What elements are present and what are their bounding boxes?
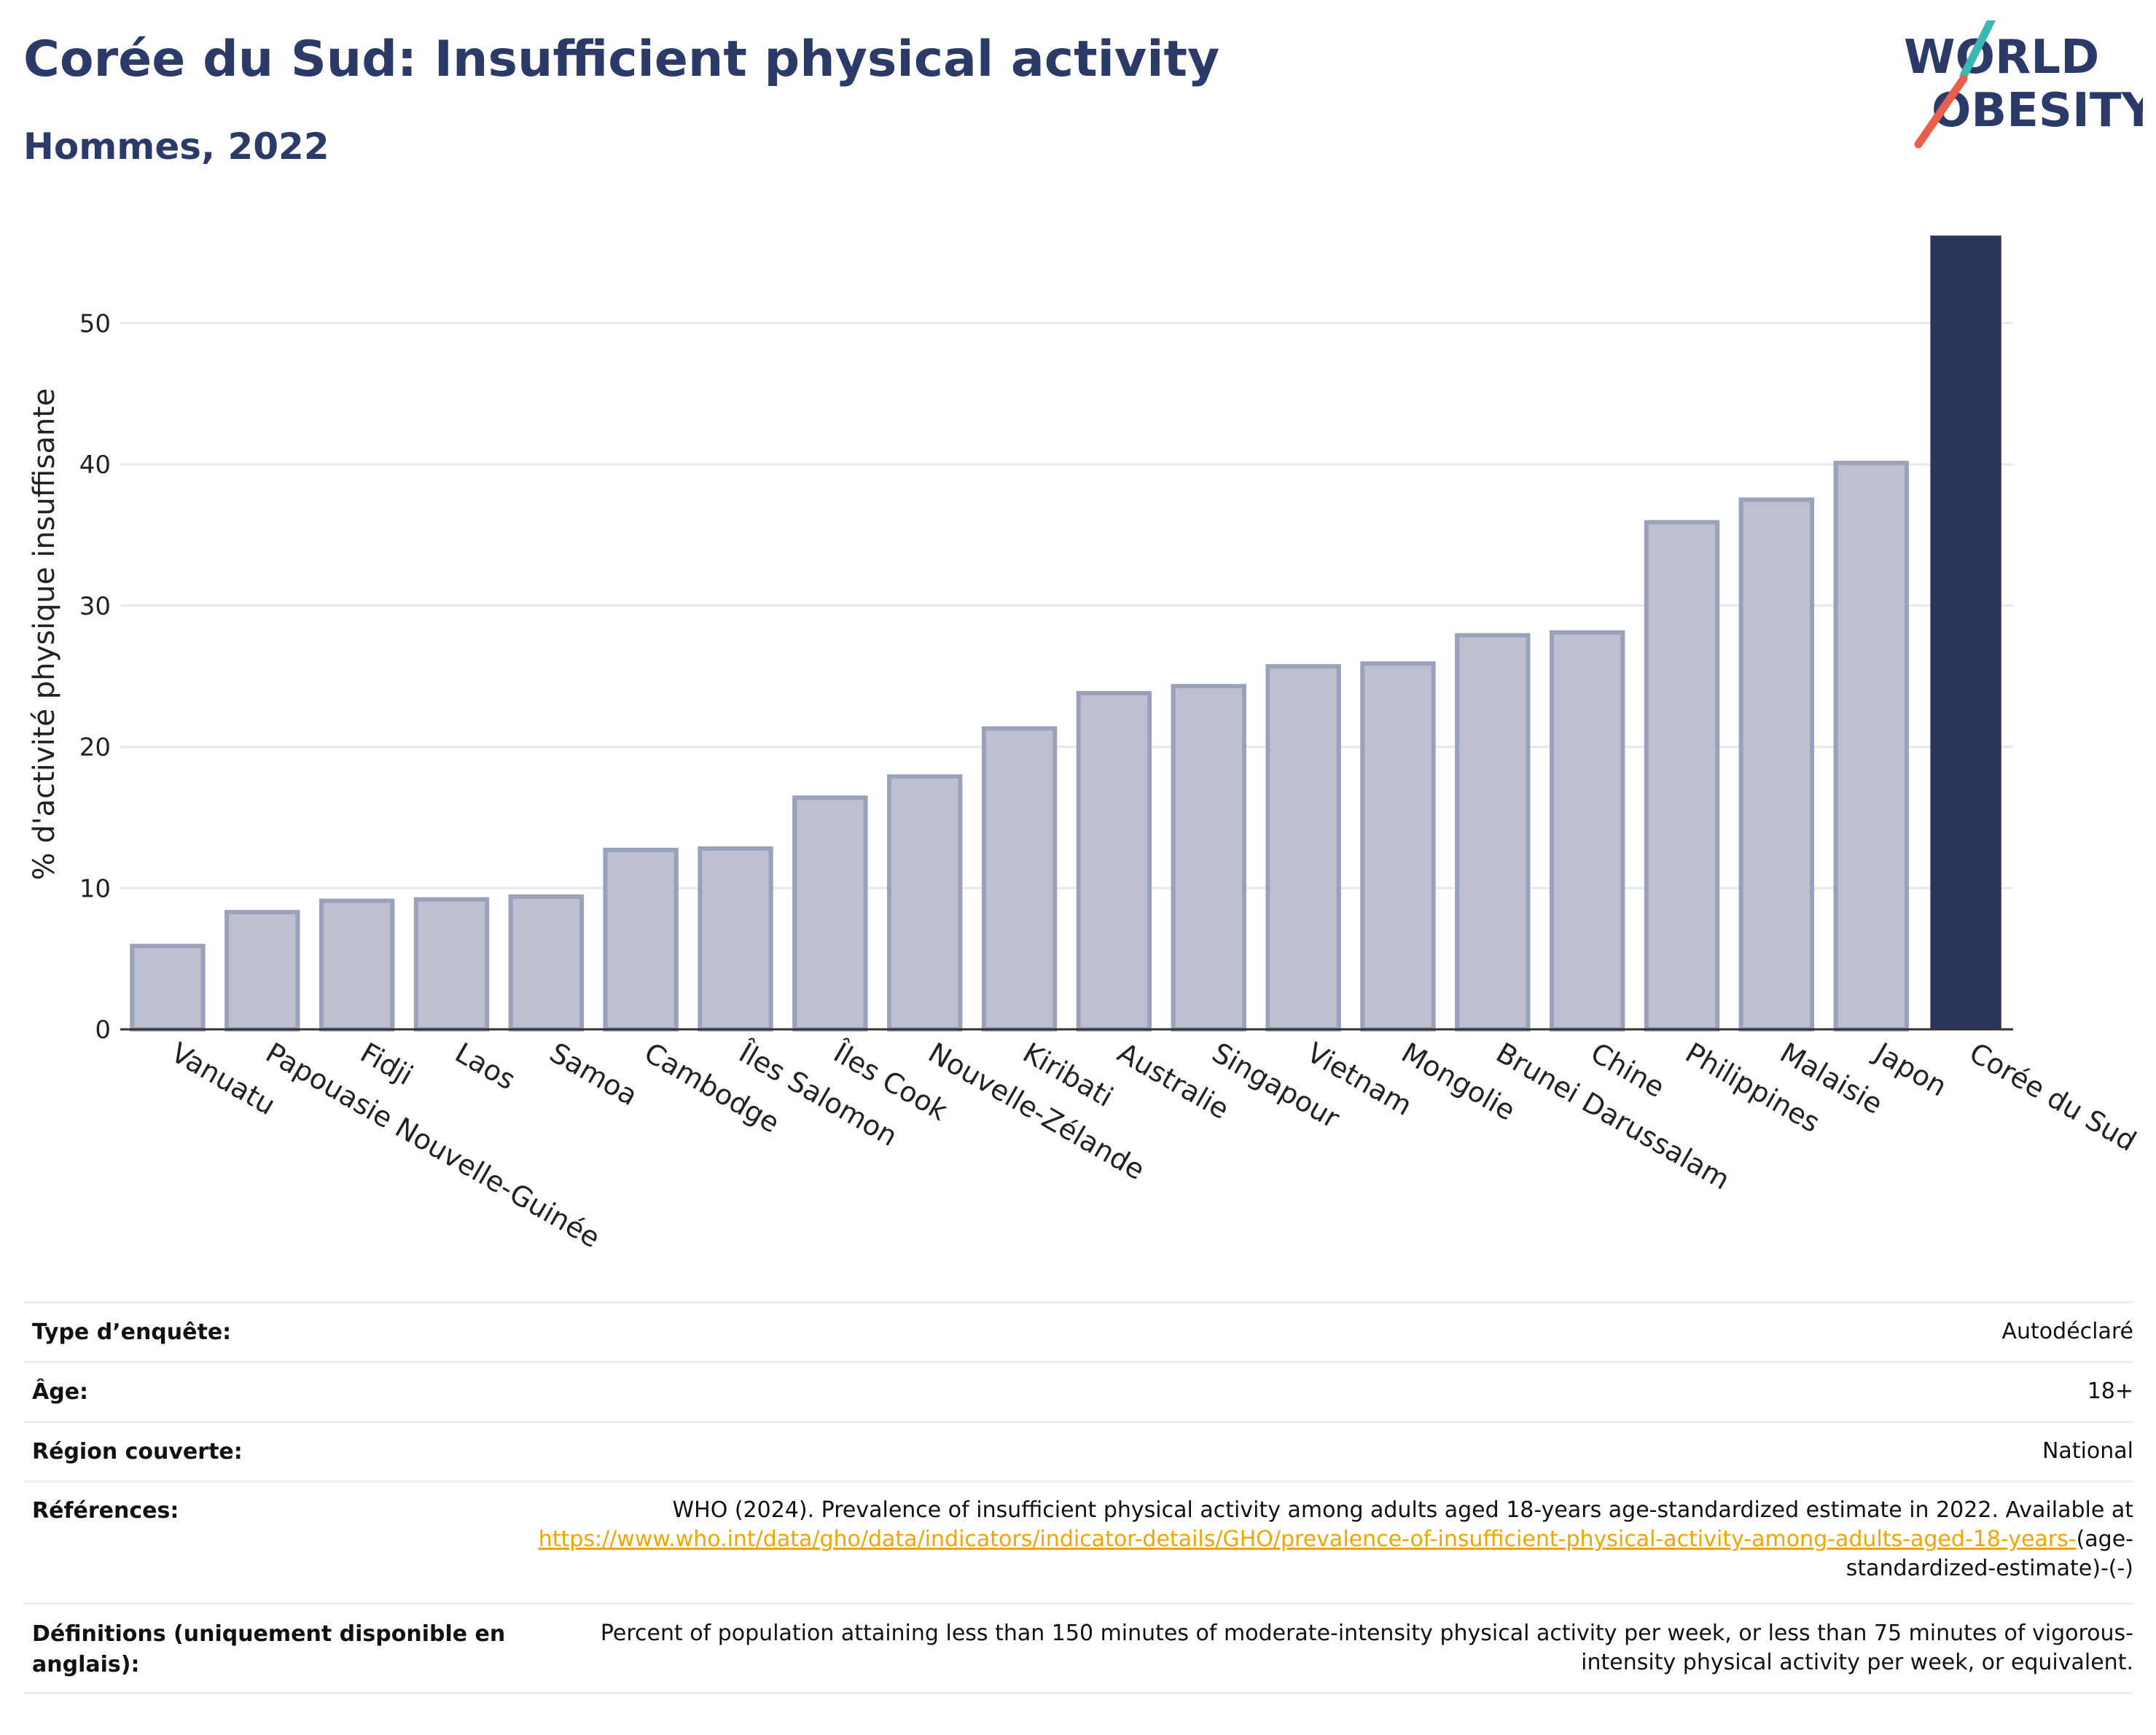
y-axis-label: % d'activité physique insuffisante	[28, 389, 61, 881]
references-link[interactable]: https://www.who.int/data/gho/data/indica…	[538, 1527, 2077, 1552]
logo-word-2: OBESITY	[1932, 84, 2143, 138]
bar	[1930, 235, 2001, 1029]
metadata-table: Type d’enquête: Autodéclaré Âge: 18+ Rég…	[23, 1301, 2133, 1694]
x-tick-label: Fidji	[355, 1037, 418, 1092]
meta-value-references: WHO (2024). Prevalence of insufficient p…	[528, 1496, 2133, 1583]
y-tick-label: 20	[79, 733, 111, 763]
y-tick-label: 50	[79, 309, 111, 338]
meta-label-region: Région couverte:	[32, 1439, 243, 1465]
meta-value-definitions: Percent of population attaining less tha…	[600, 1621, 2133, 1675]
bar	[981, 726, 1058, 1032]
meta-label-age: Âge:	[32, 1379, 89, 1405]
bar	[1265, 664, 1341, 1032]
x-tick-label: Samoa	[544, 1037, 643, 1112]
bar	[508, 894, 585, 1032]
bar	[1171, 684, 1246, 1032]
x-tick-label: Corée du Sud	[1964, 1037, 2142, 1158]
meta-label-definitions: Définitions (uniquement disponible en an…	[32, 1621, 506, 1677]
y-tick-label: 30	[79, 592, 111, 621]
meta-label-references: Références:	[32, 1498, 179, 1524]
bar	[1549, 630, 1625, 1032]
x-tick-label: Vanuatu	[165, 1037, 281, 1121]
references-text: WHO (2024). Prevalence of insufficient p…	[672, 1497, 2133, 1523]
bar	[319, 898, 395, 1032]
meta-value-age: 18+	[2087, 1379, 2133, 1404]
meta-row-references: Références: WHO (2024). Prevalence of in…	[23, 1481, 2133, 1602]
logo-slash-teal	[1959, 20, 1996, 80]
bar	[1455, 633, 1531, 1032]
bar	[224, 910, 300, 1032]
logo-slash-red	[1914, 74, 1968, 149]
bar	[887, 774, 963, 1032]
meta-row-region: Région couverte: National	[23, 1421, 2133, 1481]
meta-row-definitions: Définitions (uniquement disponible en an…	[23, 1602, 2133, 1694]
meta-label-survey-type: Type d’enquête:	[32, 1319, 232, 1345]
y-tick-label: 0	[95, 1015, 111, 1045]
grid-lines	[120, 321, 2013, 889]
meta-value-region: National	[2042, 1438, 2133, 1464]
page-subtitle: Hommes, 2022	[23, 125, 329, 168]
bars	[130, 235, 2001, 1032]
y-axis-ticks: 0 10 20 30 40 50	[79, 309, 111, 1045]
x-tick-label: Laos	[450, 1037, 521, 1096]
meta-value-survey-type: Autodéclaré	[2001, 1319, 2134, 1344]
references-suffix: (age-standardized-estimate)-(-)	[1846, 1527, 2133, 1581]
page-title: Corée du Sud: Insufficient physical acti…	[23, 31, 1220, 88]
bar	[1076, 690, 1152, 1032]
bar	[1644, 520, 1720, 1032]
bar	[698, 846, 773, 1032]
bar	[603, 847, 679, 1032]
world-obesity-logo: WORLD OBESITY	[1904, 20, 2143, 149]
meta-row-age: Âge: 18+	[23, 1361, 2133, 1421]
logo-word-1: WORLD	[1904, 31, 2099, 85]
bar	[1360, 661, 1436, 1032]
y-tick-label: 40	[79, 451, 111, 480]
x-tick-label: Îles Salomon	[733, 1036, 903, 1153]
bar	[1833, 461, 1909, 1032]
bar	[413, 897, 490, 1032]
bar	[130, 943, 206, 1032]
y-tick-label: 10	[79, 874, 111, 903]
bar	[792, 795, 868, 1032]
meta-row-survey-type: Type d’enquête: Autodéclaré	[23, 1301, 2133, 1361]
bar	[1738, 497, 1815, 1032]
